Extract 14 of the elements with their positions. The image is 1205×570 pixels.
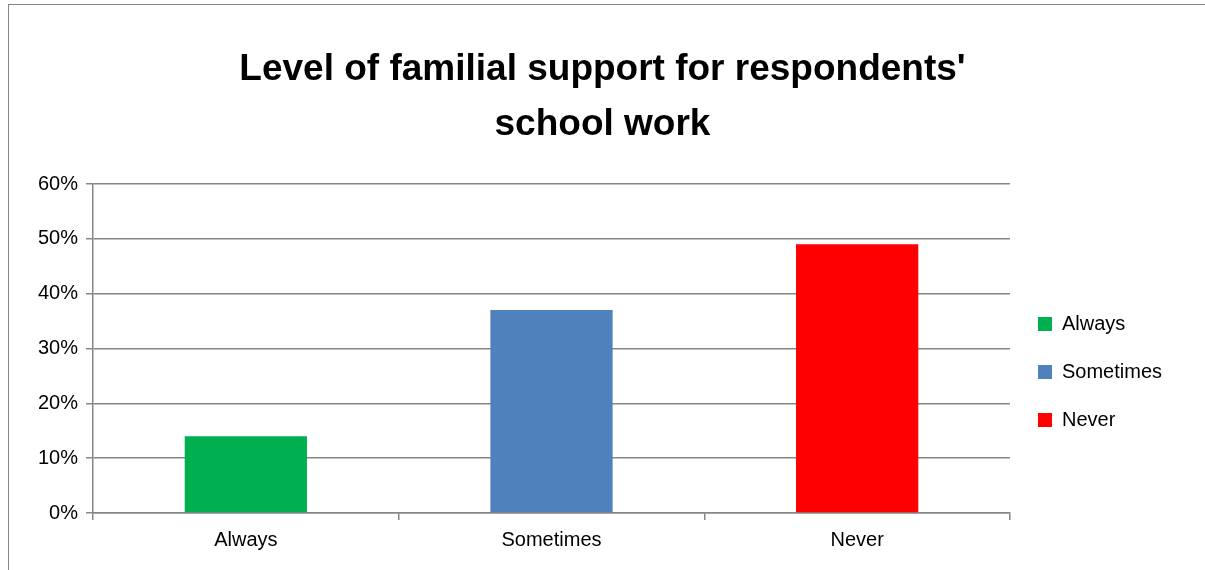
chart-title: Level of familial support for respondents' school work: [238, 46, 967, 145]
x-tick-label: Always: [214, 527, 278, 550]
y-tick-label: 60%: [38, 171, 79, 194]
legend-label: Sometimes: [1061, 359, 1162, 382]
y-tick-label: 40%: [38, 281, 79, 304]
legend-label: Never: [1061, 407, 1116, 430]
y-tick-label: 10%: [38, 445, 79, 468]
y-tick-label: 20%: [38, 390, 79, 413]
y-tick-label: 30%: [38, 336, 79, 359]
y-tick-label: 0%: [49, 500, 79, 523]
legend-label: Always: [1061, 311, 1126, 334]
y-tick-label: 50%: [38, 226, 79, 249]
x-tick-label: Sometimes: [501, 527, 602, 550]
x-tick-label: Never: [830, 527, 885, 550]
